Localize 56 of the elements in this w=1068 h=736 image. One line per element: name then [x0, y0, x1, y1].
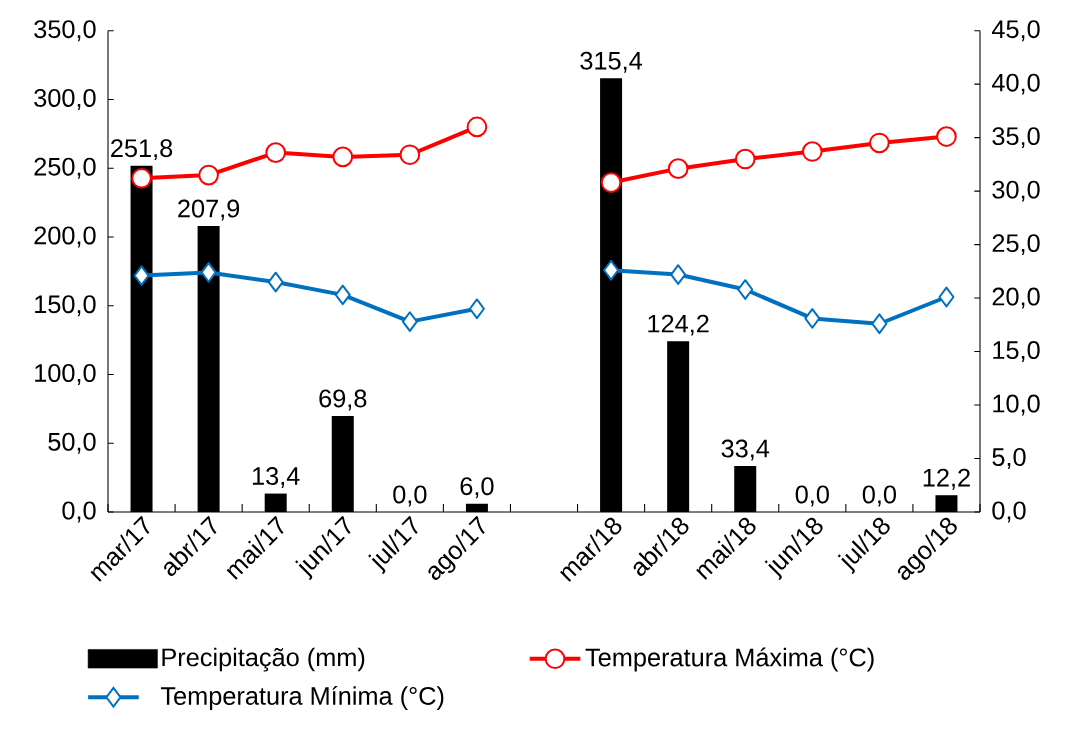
point	[938, 286, 955, 308]
y2-tick-label: 20,0	[992, 287, 1040, 309]
point	[869, 132, 890, 154]
y2-tick-label: 25,0	[992, 234, 1040, 256]
data-label: 12,2	[923, 468, 970, 490]
point	[401, 311, 418, 332]
y-tick-label: 250,0	[34, 157, 96, 179]
point	[734, 148, 756, 170]
point	[468, 298, 485, 320]
data-label: 315,4	[580, 51, 643, 73]
point	[667, 158, 689, 179]
point	[267, 271, 284, 293]
point	[131, 167, 152, 189]
point	[737, 279, 754, 300]
point	[466, 116, 488, 138]
y2-tick-label: 15,0	[993, 341, 1040, 363]
data-label: 33,4	[721, 439, 770, 461]
y-tick-label: 50,0	[48, 432, 96, 454]
point	[936, 126, 957, 147]
data-label: 0,0	[795, 485, 829, 507]
point	[399, 144, 421, 166]
point	[200, 262, 217, 283]
point	[198, 164, 219, 186]
y2-tick-label: 0,0	[992, 501, 1026, 523]
y-tick-label: 300,0	[34, 88, 96, 110]
point	[603, 259, 620, 281]
y2-tick-label: 10,0	[993, 394, 1040, 416]
data-label: 6,0	[460, 477, 494, 499]
data-label: 207,9	[178, 199, 240, 221]
data-label: 69,8	[319, 389, 367, 411]
point	[670, 264, 687, 285]
y2-tick-label: 5,0	[992, 448, 1026, 469]
data-label: 13,4	[252, 467, 300, 488]
data-label: 124,2	[648, 314, 709, 336]
point	[334, 284, 351, 306]
y-tick-label: 350,0	[34, 20, 96, 42]
data-label: 0,0	[393, 485, 427, 507]
point	[804, 308, 821, 329]
point	[600, 172, 622, 193]
point	[801, 141, 823, 162]
y-tick-label: 200,0	[34, 226, 96, 248]
y2-tick-label: 45,0	[991, 20, 1040, 42]
y-tick-label: 100,0	[35, 364, 96, 385]
legend-label: Temperatura Mínima (°C)	[160, 686, 444, 710]
legend-label: Precipitação (mm)	[162, 647, 365, 672]
y-tick-label: 150,0	[35, 295, 96, 317]
y2-tick-label: 30,0	[992, 180, 1040, 202]
data-label: 251,8	[111, 139, 173, 161]
point	[332, 146, 354, 168]
point	[133, 265, 150, 286]
y2-tick-label: 35,0	[992, 127, 1040, 149]
data-label: 0,0	[862, 485, 896, 507]
legend-label: Temperatura Máxima (°C)	[585, 647, 874, 672]
point	[871, 313, 888, 335]
y2-tick-label: 40,0	[991, 73, 1040, 95]
point	[265, 142, 287, 163]
